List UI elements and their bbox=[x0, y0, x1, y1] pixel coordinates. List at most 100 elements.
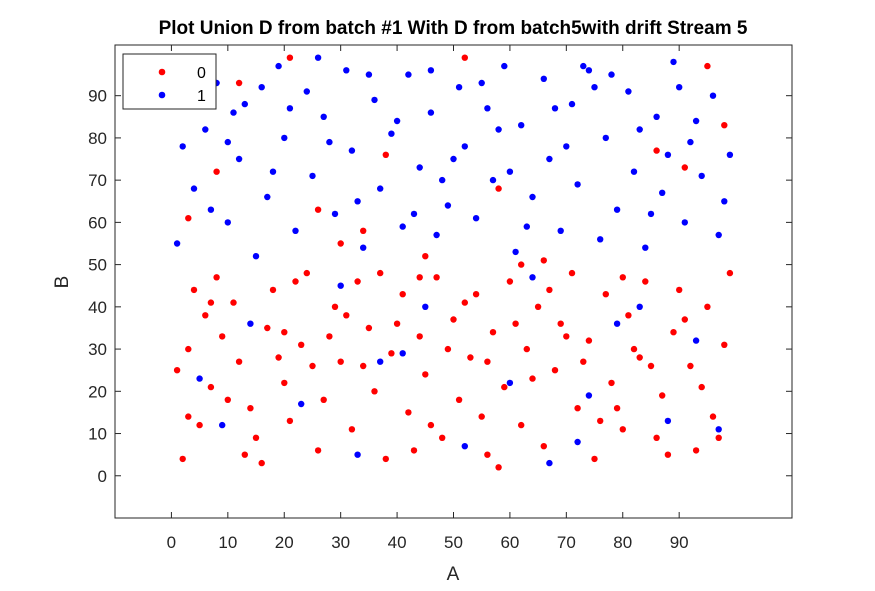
data-point-class-0 bbox=[365, 324, 373, 332]
data-point-class-0 bbox=[314, 206, 322, 213]
data-point-class-0 bbox=[670, 329, 677, 336]
data-point-class-1 bbox=[501, 62, 508, 70]
data-point-class-0 bbox=[348, 426, 356, 433]
data-point-class-1 bbox=[574, 181, 581, 188]
data-point-class-1 bbox=[275, 62, 282, 70]
data-point-class-1 bbox=[393, 117, 401, 125]
data-point-class-0 bbox=[264, 324, 271, 332]
data-point-class-1 bbox=[247, 320, 254, 327]
data-point-class-1 bbox=[281, 134, 288, 142]
data-point-class-0 bbox=[529, 375, 536, 382]
data-point-class-1 bbox=[647, 210, 655, 218]
data-point-class-0 bbox=[185, 215, 192, 222]
data-point-class-0 bbox=[399, 291, 406, 298]
data-point-class-1 bbox=[472, 215, 480, 222]
data-point-class-1 bbox=[427, 109, 435, 116]
data-point-class-1 bbox=[709, 92, 717, 99]
data-point-class-0 bbox=[721, 122, 728, 129]
data-point-class-1 bbox=[354, 198, 361, 205]
y-tick-label: 40 bbox=[88, 298, 107, 317]
data-point-class-0 bbox=[427, 421, 435, 429]
data-point-class-1 bbox=[636, 126, 643, 133]
data-point-class-1 bbox=[568, 100, 576, 108]
data-point-class-0 bbox=[692, 447, 700, 454]
data-point-class-0 bbox=[405, 409, 412, 416]
data-point-class-0 bbox=[416, 333, 423, 340]
data-point-class-1 bbox=[608, 71, 615, 78]
data-point-class-0 bbox=[314, 447, 322, 454]
data-point-class-1 bbox=[258, 84, 265, 91]
data-point-class-0 bbox=[540, 443, 547, 450]
data-point-class-0 bbox=[495, 185, 502, 192]
data-point-class-1 bbox=[653, 113, 660, 121]
data-point-class-1 bbox=[455, 84, 463, 91]
x-tick-label: 20 bbox=[275, 533, 294, 552]
data-point-class-1 bbox=[422, 303, 429, 310]
data-point-class-1 bbox=[692, 117, 700, 125]
data-point-class-0 bbox=[642, 278, 649, 285]
data-point-class-1 bbox=[444, 202, 452, 209]
data-point-class-0 bbox=[219, 333, 226, 340]
data-point-class-0 bbox=[625, 312, 632, 319]
data-point-class-1 bbox=[461, 443, 468, 450]
data-point-class-1 bbox=[574, 438, 581, 446]
data-point-class-1 bbox=[721, 198, 728, 205]
points-layer bbox=[173, 54, 734, 471]
data-point-class-0 bbox=[574, 405, 581, 412]
data-point-class-0 bbox=[602, 291, 609, 298]
data-point-class-1 bbox=[416, 164, 423, 171]
data-point-class-0 bbox=[281, 379, 288, 387]
data-point-class-0 bbox=[659, 392, 666, 399]
x-tick-label: 80 bbox=[613, 533, 632, 552]
data-point-class-1 bbox=[377, 358, 384, 365]
data-point-class-1 bbox=[264, 193, 271, 201]
data-point-class-1 bbox=[331, 210, 339, 218]
data-point-class-1 bbox=[252, 253, 260, 260]
x-tick-label: 60 bbox=[500, 533, 519, 552]
data-point-class-0 bbox=[608, 379, 615, 387]
data-point-class-0 bbox=[439, 434, 446, 441]
data-point-class-1 bbox=[207, 206, 215, 213]
data-point-class-1 bbox=[348, 147, 356, 154]
data-point-class-0 bbox=[207, 299, 215, 306]
data-point-class-0 bbox=[518, 261, 525, 268]
data-point-class-0 bbox=[506, 278, 514, 285]
data-point-class-0 bbox=[704, 62, 711, 70]
data-point-class-0 bbox=[286, 54, 294, 61]
data-point-class-0 bbox=[534, 303, 542, 310]
data-point-class-0 bbox=[241, 451, 248, 458]
data-point-class-0 bbox=[444, 345, 452, 353]
data-point-class-1 bbox=[365, 71, 373, 78]
data-point-class-0 bbox=[704, 303, 711, 310]
data-point-class-1 bbox=[286, 105, 294, 112]
data-point-class-1 bbox=[450, 155, 457, 163]
data-point-class-1 bbox=[659, 189, 666, 196]
data-point-class-1 bbox=[506, 379, 514, 387]
data-point-class-1 bbox=[224, 138, 231, 146]
data-point-class-0 bbox=[709, 413, 717, 420]
data-point-class-0 bbox=[213, 168, 220, 175]
data-point-class-0 bbox=[281, 329, 288, 336]
data-point-class-0 bbox=[467, 354, 474, 361]
data-point-class-1 bbox=[190, 185, 198, 192]
data-point-class-1 bbox=[613, 206, 621, 213]
data-point-class-1 bbox=[495, 126, 502, 133]
data-point-class-1 bbox=[664, 417, 672, 425]
data-point-class-1 bbox=[563, 143, 570, 150]
data-point-class-1 bbox=[540, 75, 547, 83]
data-point-class-0 bbox=[433, 274, 440, 281]
data-point-class-0 bbox=[619, 426, 626, 433]
data-point-class-0 bbox=[687, 362, 694, 370]
data-point-class-0 bbox=[619, 274, 626, 281]
data-point-class-0 bbox=[360, 227, 367, 234]
data-point-class-1 bbox=[173, 240, 181, 247]
data-point-class-1 bbox=[478, 79, 485, 87]
x-tick-label: 30 bbox=[331, 533, 350, 552]
y-tick-label: 70 bbox=[88, 171, 107, 190]
chart-title: Plot Union D from batch #1 With D from b… bbox=[159, 18, 748, 39]
data-point-class-1 bbox=[224, 219, 231, 226]
y-tick-label: 30 bbox=[88, 340, 107, 359]
legend-label-0: 0 bbox=[197, 65, 206, 82]
data-point-class-1 bbox=[529, 193, 536, 201]
